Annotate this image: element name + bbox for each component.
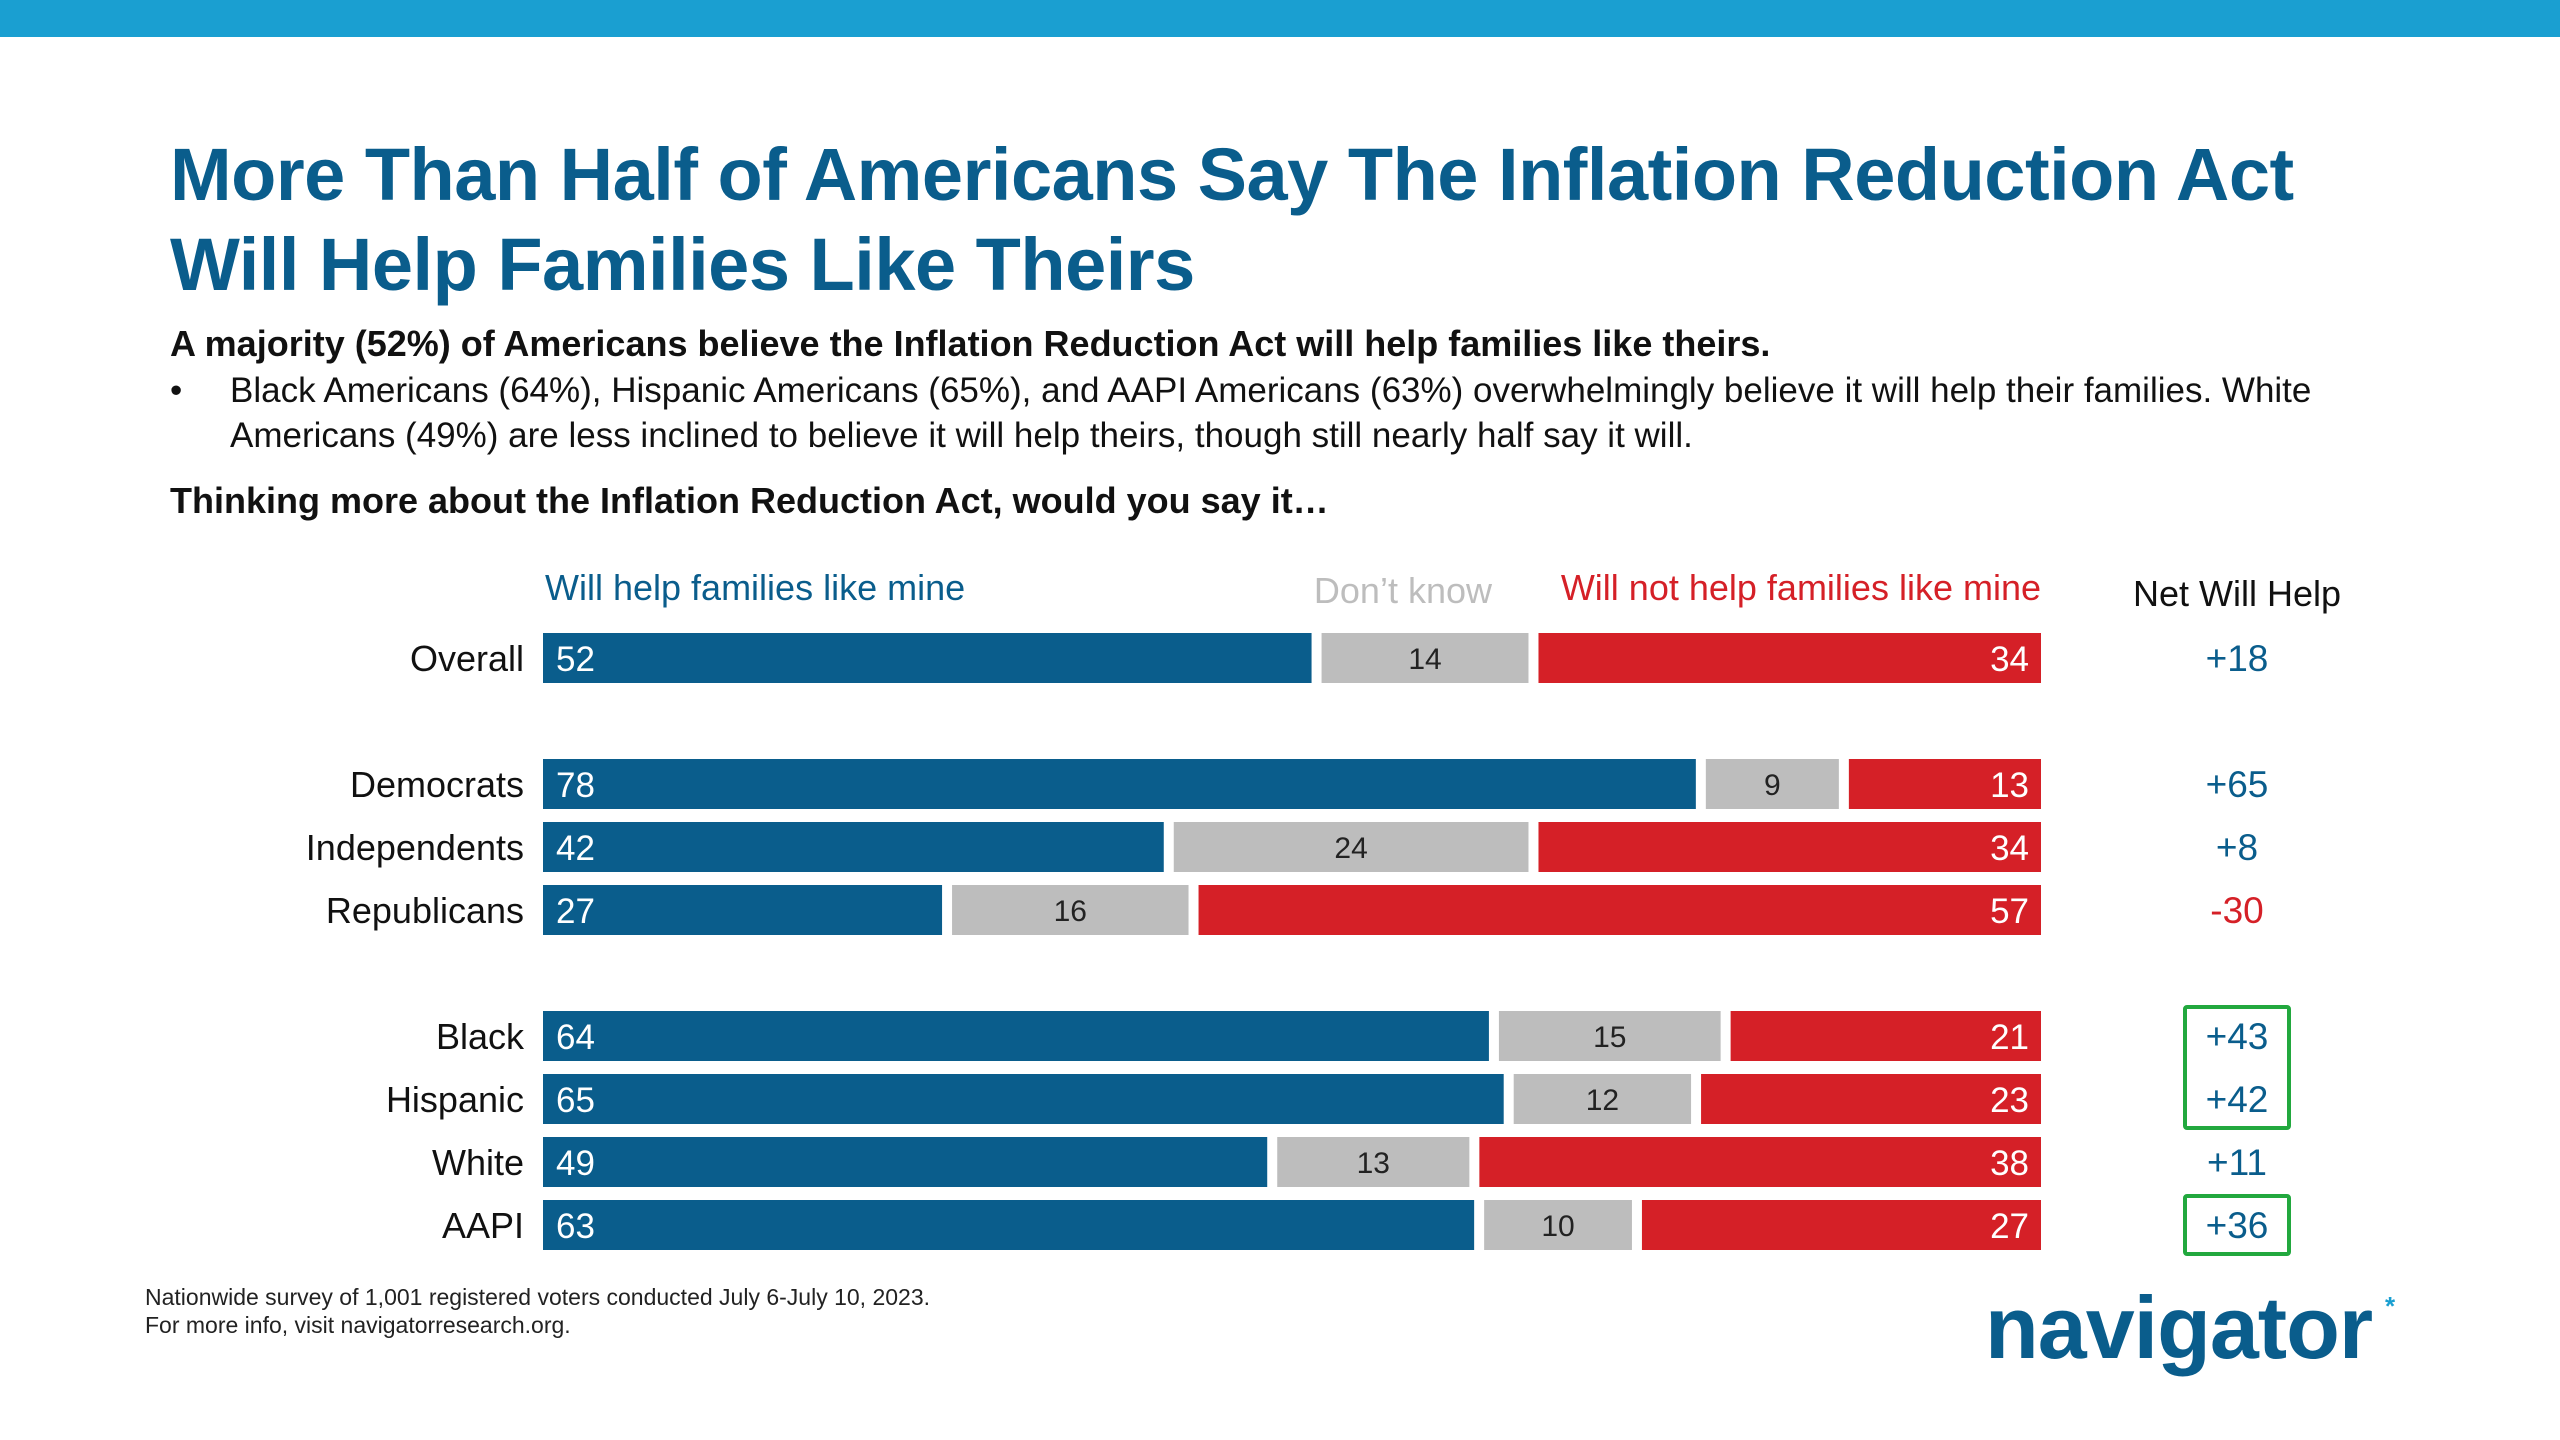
value-dont-know-independents: 24 [1334, 832, 1367, 865]
bar-will-help-black [543, 1011, 1489, 1061]
bar-dont-know-hispanic [1513, 1074, 1692, 1124]
stacked-bar-chart: Will help families like mine Will not hel… [306, 567, 2341, 1256]
bar-will-help-independents [543, 822, 1164, 872]
value-dont-know-overall: 14 [1408, 643, 1441, 676]
logo-text: navigator [1985, 1278, 2373, 1377]
bar-will-help-hispanic [543, 1074, 1504, 1124]
value-dont-know-aapi: 10 [1541, 1210, 1574, 1243]
value-will-not-help-democrats: 13 [1990, 766, 2029, 805]
legend-dont-know: Don’t know [1314, 570, 1493, 611]
bar-will-not-help-independents [1538, 822, 2041, 872]
category-label-black: Black [436, 1016, 525, 1057]
category-label-overall: Overall [410, 638, 524, 679]
bar-dont-know-independents [1173, 822, 1529, 872]
net-highlight-box-2 [2183, 1194, 2291, 1256]
category-label-hispanic: Hispanic [386, 1079, 524, 1120]
bar-dont-know-black [1498, 1011, 1721, 1061]
value-will-help-democrats: 78 [556, 766, 595, 805]
value-dont-know-hispanic: 12 [1586, 1084, 1619, 1117]
value-will-help-black: 64 [556, 1018, 595, 1057]
top-accent-bar [0, 0, 2560, 37]
bullet-marker: • [170, 371, 183, 410]
bar-will-not-help-democrats [1848, 759, 2041, 809]
value-dont-know-black: 15 [1593, 1021, 1626, 1054]
net-value-republicans: -30 [2210, 890, 2263, 931]
value-will-not-help-aapi: 27 [1990, 1207, 2029, 1246]
footnote: Nationwide survey of 1,001 registered vo… [145, 1283, 930, 1339]
bar-will-not-help-white [1479, 1137, 2041, 1187]
net-value-black: +43 [2206, 1016, 2269, 1057]
category-label-aapi: AAPI [442, 1205, 524, 1246]
net-value-white: +11 [2207, 1142, 2267, 1183]
net-value-overall: +18 [2206, 638, 2269, 679]
value-dont-know-democrats: 9 [1764, 769, 1781, 802]
value-will-not-help-white: 38 [1990, 1144, 2029, 1183]
category-label-republicans: Republicans [326, 890, 524, 931]
value-will-help-republicans: 27 [556, 892, 595, 931]
logo-mark: * [2384, 1291, 2395, 1321]
page-title: More Than Half of Americans Say The Infl… [170, 133, 2294, 306]
value-dont-know-white: 13 [1357, 1147, 1390, 1180]
bar-will-help-aapi [543, 1200, 1475, 1250]
net-value-aapi: +36 [2206, 1205, 2269, 1246]
value-will-not-help-republicans: 57 [1990, 892, 2029, 931]
legend-will-help: Will help families like mine [545, 567, 965, 608]
footnote-line-2: For more info, visit navigatorresearch.o… [145, 1312, 571, 1338]
value-will-help-aapi: 63 [556, 1207, 595, 1246]
bar-dont-know-aapi [1484, 1200, 1632, 1250]
net-value-democrats: +65 [2206, 764, 2269, 805]
value-will-help-independents: 42 [556, 829, 595, 868]
bar-dont-know-democrats [1705, 759, 1839, 809]
value-will-help-hispanic: 65 [556, 1081, 595, 1120]
bar-will-not-help-black [1730, 1011, 2041, 1061]
net-header: Net Will Help [2133, 573, 2341, 614]
bar-dont-know-republicans [952, 885, 1189, 935]
category-label-independents: Independents [306, 827, 524, 868]
subtitle: A majority (52%) of Americans believe th… [170, 323, 1771, 364]
net-value-independents: +8 [2216, 827, 2258, 868]
bar-will-help-overall [543, 633, 1312, 683]
value-will-not-help-hispanic: 23 [1990, 1081, 2029, 1120]
category-label-white: White [432, 1142, 524, 1183]
bar-will-help-white [543, 1137, 1268, 1187]
value-will-not-help-black: 21 [1990, 1018, 2029, 1057]
net-highlight-box-1 [2183, 1005, 2291, 1130]
bar-dont-know-overall [1321, 633, 1529, 683]
bar-will-not-help-overall [1538, 633, 2041, 683]
bar-will-not-help-republicans [1198, 885, 2041, 935]
bullet-text: Black Americans (64%), Hispanic American… [230, 371, 2312, 455]
bar-will-not-help-hispanic [1701, 1074, 2041, 1124]
legend-will-not-help: Will not help families like mine [1561, 567, 2041, 608]
footnote-line-1: Nationwide survey of 1,001 registered vo… [145, 1284, 930, 1310]
value-dont-know-republicans: 16 [1054, 895, 1087, 928]
category-label-democrats: Democrats [350, 764, 524, 805]
value-will-not-help-overall: 34 [1990, 640, 2029, 679]
bar-will-help-republicans [543, 885, 943, 935]
value-will-help-overall: 52 [556, 640, 595, 679]
net-value-hispanic: +42 [2206, 1079, 2269, 1120]
value-will-not-help-independents: 34 [1990, 829, 2029, 868]
bar-dont-know-white [1277, 1137, 1470, 1187]
navigator-logo: navigator * [1985, 1278, 2395, 1378]
value-will-help-white: 49 [556, 1144, 595, 1183]
bar-will-not-help-aapi [1641, 1200, 2041, 1250]
bar-will-help-democrats [543, 759, 1696, 809]
survey-question: Thinking more about the Inflation Reduct… [170, 480, 1329, 521]
